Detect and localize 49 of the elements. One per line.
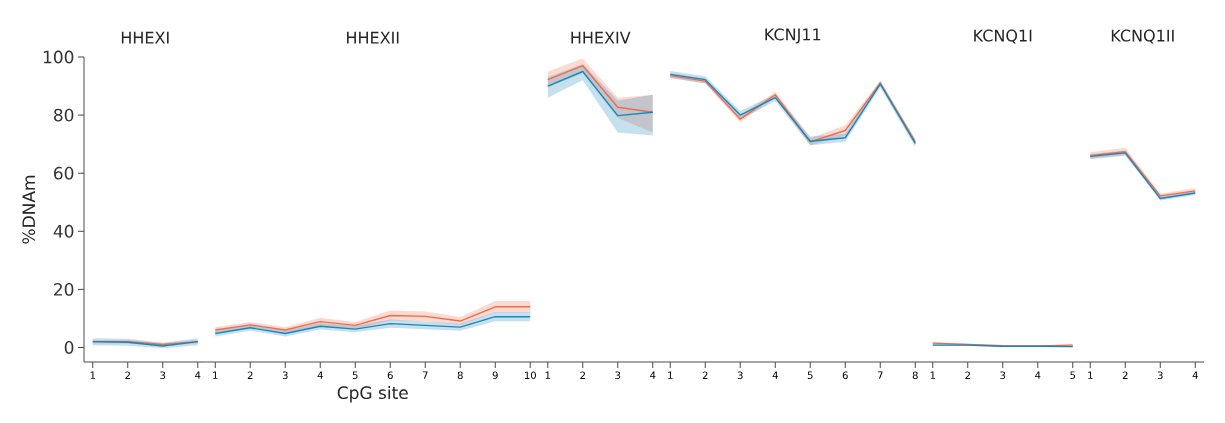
x-tick-label: 10 [524,371,536,380]
chart-title: HHEXII [347,31,399,44]
x-tick-label: 2 [580,371,585,379]
x-tick-label: 2 [247,371,253,379]
chart-title: KCNQ1II [1111,29,1174,44]
y-tick-label: 100 [43,50,74,64]
x-tick-label: 9 [492,371,498,380]
x-tick-label: 7 [422,371,428,379]
x-tick-label: 1 [90,371,96,379]
chart-title: HHEXI [121,31,169,44]
x-tick-label: 4 [1035,371,1041,379]
x-tick-label: 3 [282,371,288,380]
x-tick-label: 4 [1192,371,1198,379]
x-tick-label: 1 [930,371,936,379]
x-tick-label: 4 [317,371,323,379]
x-tick-label: 2 [965,371,970,379]
x-tick-label: 5 [352,371,358,379]
x-tick-label: 6 [387,371,393,380]
y-axis-title: %DNAm [22,175,36,244]
x-tick-label: 2 [1122,371,1128,379]
x-tick-label: 1 [213,371,218,379]
x-tick-label: 4 [772,371,778,379]
x-tick-label: 6 [842,371,848,380]
y-tick-label: 40 [53,224,74,238]
x-tick-label: 7 [877,371,883,379]
x-tick-label: 3 [737,371,743,380]
x-tick-label: 1 [1088,371,1093,379]
x-tick-label: 8 [912,371,918,380]
y-tick-label: 80 [54,108,74,122]
x-tick-label: 4 [195,371,201,379]
x-tick-label: 3 [160,371,166,380]
y-tick-label: 20 [54,282,74,296]
y-tick-label: 60 [54,166,74,180]
chart-title: KCNJ11 [765,28,821,44]
chart-title: HHEXIV [571,31,631,44]
x-tick-label: 2 [702,371,708,379]
x-tick-label: 4 [650,371,656,379]
x-tick-label: 2 [125,371,130,379]
x-tick-label: 3 [1157,371,1163,380]
x-tick-label: 8 [457,371,463,380]
x-tick-label: 3 [615,371,621,380]
x-tick-label: 3 [1000,371,1006,380]
chart-title: KCNQ1I [974,29,1032,44]
x-tick-label: 1 [545,371,551,379]
y-tick-label: 0 [64,341,74,354]
x-tick-label: 5 [807,371,813,379]
x-tick-label: 5 [1070,371,1076,379]
x-axis-title: CpG site [337,385,408,403]
x-tick-label: 1 [668,371,673,379]
